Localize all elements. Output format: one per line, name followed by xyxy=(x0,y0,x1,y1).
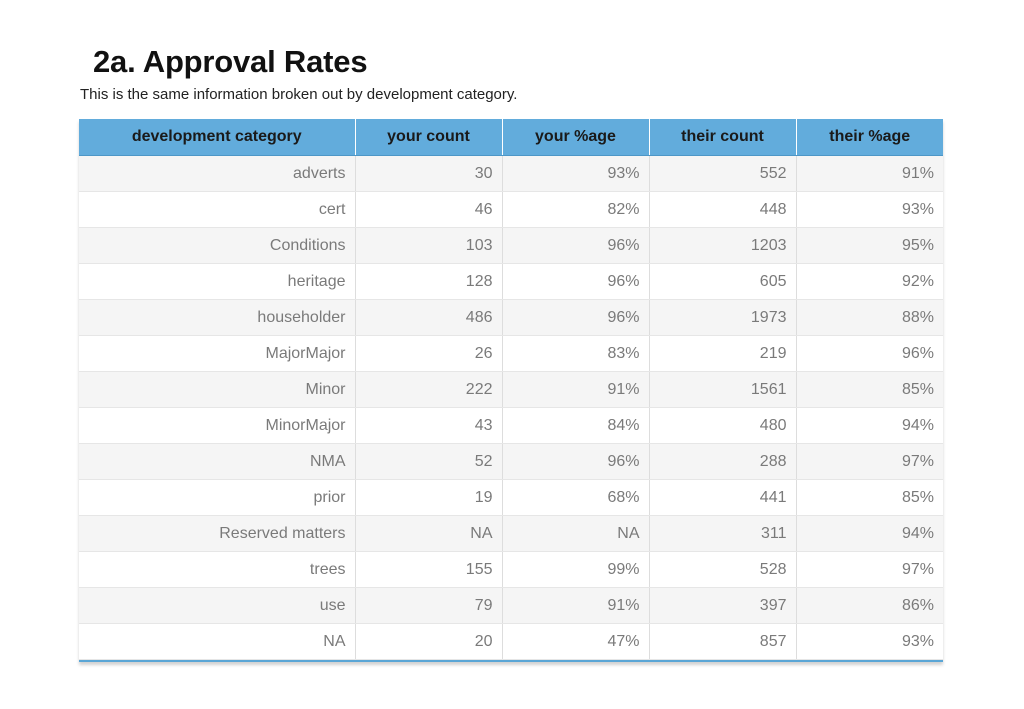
category-cell: use xyxy=(79,587,356,624)
your-percentage-cell: 99% xyxy=(502,551,650,588)
your-percentage-cell: 47% xyxy=(502,623,650,660)
your-count-cell: 43 xyxy=(355,407,503,444)
your-count-cell: 155 xyxy=(355,551,503,588)
their-count-cell: 311 xyxy=(649,515,797,552)
your-percentage-cell: 82% xyxy=(502,191,650,228)
table-row: NA 20 47% 857 93% xyxy=(79,623,943,660)
column-header-their-count: their count xyxy=(649,119,797,156)
their-count-cell: 1203 xyxy=(649,227,797,264)
their-percentage-cell: 96% xyxy=(796,335,943,372)
category-cell: NA xyxy=(79,623,356,660)
their-percentage-cell: 95% xyxy=(796,227,943,264)
your-count-cell: 52 xyxy=(355,443,503,480)
your-count-cell: 128 xyxy=(355,263,503,300)
table-row: Reserved matters NA NA 311 94% xyxy=(79,515,943,552)
their-count-cell: 441 xyxy=(649,479,797,516)
column-header-your-count: your count xyxy=(355,119,503,156)
their-percentage-cell: 86% xyxy=(796,587,943,624)
their-count-cell: 397 xyxy=(649,587,797,624)
their-percentage-cell: 85% xyxy=(796,479,943,516)
your-count-cell: 26 xyxy=(355,335,503,372)
your-count-cell: 30 xyxy=(355,155,503,192)
their-percentage-cell: 91% xyxy=(796,155,943,192)
their-percentage-cell: 94% xyxy=(796,515,943,552)
their-percentage-cell: 92% xyxy=(796,263,943,300)
their-count-cell: 288 xyxy=(649,443,797,480)
your-percentage-cell: 83% xyxy=(502,335,650,372)
table-header-row: development category your count your %ag… xyxy=(79,119,943,156)
column-header-your-percentage: your %age xyxy=(502,119,650,156)
table-row: prior 19 68% 441 85% xyxy=(79,479,943,516)
category-cell: householder xyxy=(79,299,356,336)
their-count-cell: 480 xyxy=(649,407,797,444)
table-row: heritage 128 96% 605 92% xyxy=(79,263,943,300)
your-percentage-cell: 91% xyxy=(502,371,650,408)
their-percentage-cell: 93% xyxy=(796,623,943,660)
your-percentage-cell: 96% xyxy=(502,299,650,336)
category-cell: Minor xyxy=(79,371,356,408)
table-row: NMA 52 96% 288 97% xyxy=(79,443,943,480)
category-cell: Reserved matters xyxy=(79,515,356,552)
category-cell: heritage xyxy=(79,263,356,300)
their-percentage-cell: 85% xyxy=(796,371,943,408)
your-count-cell: 79 xyxy=(355,587,503,624)
your-count-cell: 46 xyxy=(355,191,503,228)
table-row: MinorMajor 43 84% 480 94% xyxy=(79,407,943,444)
their-percentage-cell: 97% xyxy=(796,551,943,588)
approval-rates-table: development category your count your %ag… xyxy=(79,119,943,660)
table-row: cert 46 82% 448 93% xyxy=(79,191,943,228)
your-count-cell: 486 xyxy=(355,299,503,336)
table-row: trees 155 99% 528 97% xyxy=(79,551,943,588)
category-cell: MinorMajor xyxy=(79,407,356,444)
your-count-cell: 103 xyxy=(355,227,503,264)
page-subtitle: This is the same information broken out … xyxy=(80,86,518,103)
table-row: use 79 91% 397 86% xyxy=(79,587,943,624)
your-percentage-cell: 84% xyxy=(502,407,650,444)
their-count-cell: 605 xyxy=(649,263,797,300)
table-row: Minor 222 91% 1561 85% xyxy=(79,371,943,408)
their-count-cell: 448 xyxy=(649,191,797,228)
table-row: Conditions 103 96% 1203 95% xyxy=(79,227,943,264)
their-percentage-cell: 94% xyxy=(796,407,943,444)
table-row: adverts 30 93% 552 91% xyxy=(79,155,943,192)
table-row: householder 486 96% 1973 88% xyxy=(79,299,943,336)
your-count-cell: 19 xyxy=(355,479,503,516)
category-cell: NMA xyxy=(79,443,356,480)
their-count-cell: 552 xyxy=(649,155,797,192)
column-header-their-percentage: their %age xyxy=(796,119,943,156)
your-percentage-cell: 68% xyxy=(502,479,650,516)
category-cell: Conditions xyxy=(79,227,356,264)
your-count-cell: NA xyxy=(355,515,503,552)
your-count-cell: 222 xyxy=(355,371,503,408)
your-percentage-cell: 96% xyxy=(502,227,650,264)
your-percentage-cell: 96% xyxy=(502,263,650,300)
table-body: adverts 30 93% 552 91% cert 46 82% 448 93% Conditi… xyxy=(79,155,943,660)
their-count-cell: 219 xyxy=(649,335,797,372)
their-count-cell: 857 xyxy=(649,623,797,660)
their-count-cell: 528 xyxy=(649,551,797,588)
their-percentage-cell: 97% xyxy=(796,443,943,480)
category-cell: MajorMajor xyxy=(79,335,356,372)
your-percentage-cell: 93% xyxy=(502,155,650,192)
your-percentage-cell: NA xyxy=(502,515,650,552)
page-title: 2a. Approval Rates xyxy=(93,44,368,79)
their-percentage-cell: 88% xyxy=(796,299,943,336)
category-cell: cert xyxy=(79,191,356,228)
category-cell: prior xyxy=(79,479,356,516)
category-cell: adverts xyxy=(79,155,356,192)
approval-rates-table-container: development category your count your %ag… xyxy=(79,119,943,662)
their-count-cell: 1561 xyxy=(649,371,797,408)
your-percentage-cell: 96% xyxy=(502,443,650,480)
table-row: MajorMajor 26 83% 219 96% xyxy=(79,335,943,372)
your-count-cell: 20 xyxy=(355,623,503,660)
their-count-cell: 1973 xyxy=(649,299,797,336)
their-percentage-cell: 93% xyxy=(796,191,943,228)
category-cell: trees xyxy=(79,551,356,588)
column-header-development-category: development category xyxy=(79,119,356,156)
your-percentage-cell: 91% xyxy=(502,587,650,624)
